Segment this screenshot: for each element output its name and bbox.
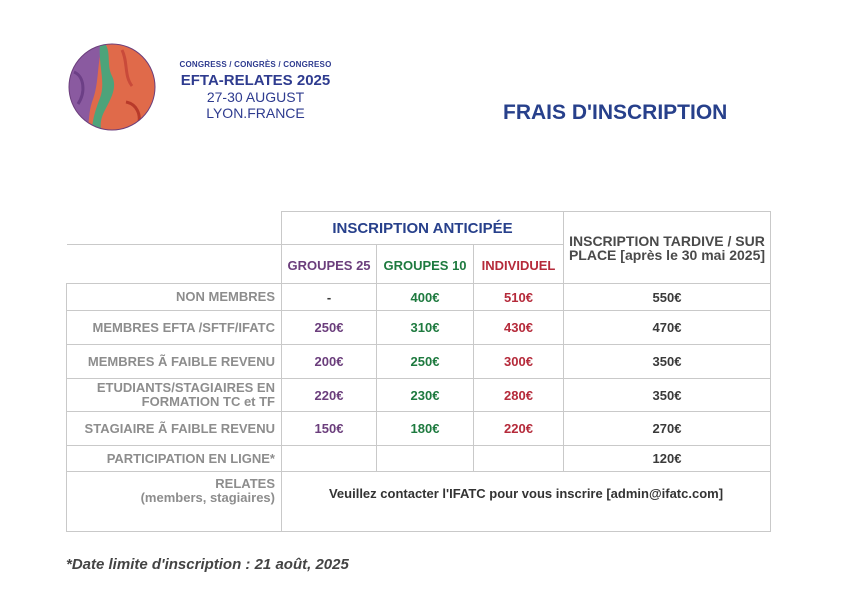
price-individuel: 280€ <box>473 378 564 412</box>
price-late: 270€ <box>563 411 771 446</box>
event-city: LYON.FRANCE <box>206 105 305 121</box>
price-individuel: 510€ <box>473 283 564 311</box>
row-label: MEMBRES EFTA /SFTF/IFATC <box>66 310 282 345</box>
price-groupes-10: 230€ <box>376 378 474 412</box>
row-label: STAGIAIRE Ã FAIBLE REVENU <box>66 411 282 446</box>
table-row: MEMBRES EFTA /SFTF/IFATC 250€ 310€ 430€ … <box>66 310 771 345</box>
price-groupes-25: 250€ <box>281 310 377 345</box>
table-corner-lower <box>66 244 282 284</box>
price-individuel <box>473 445 564 472</box>
relates-label: RELATES <box>215 476 275 491</box>
table-row: PARTICIPATION EN LIGNE* 120€ <box>66 445 771 472</box>
col-individuel: INDIVIDUEL <box>473 244 564 284</box>
row-label: NON MEMBRES <box>66 283 282 311</box>
relates-contact-text: Veuillez contacter l'IFATC pour vous ins… <box>281 471 771 532</box>
price-late: 470€ <box>563 310 771 345</box>
congress-languages: CONGRESS / CONGRÈS / CONGRESO <box>179 60 332 69</box>
price-groupes-10: 180€ <box>376 411 474 446</box>
price-groupes-25: - <box>281 283 377 311</box>
row-label: PARTICIPATION EN LIGNE* <box>66 445 282 472</box>
fees-table: INSCRIPTION ANTICIPÉE INSCRIPTION TARDIV… <box>66 211 771 532</box>
price-late: 350€ <box>563 344 771 379</box>
table-row: ETUDIANTS/STAGIAIRES EN FORMATION TC et … <box>66 378 771 412</box>
footnote-deadline: *Date limite d'inscription : 21 août, 20… <box>66 556 349 573</box>
price-groupes-10: 310€ <box>376 310 474 345</box>
price-groupes-10: 400€ <box>376 283 474 311</box>
late-registration-header: INSCRIPTION TARDIVE / SUR PLACE [après l… <box>563 211 771 284</box>
relates-sublabel: (members, stagiaires) <box>140 490 275 505</box>
row-label: ETUDIANTS/STAGIAIRES EN FORMATION TC et … <box>66 378 282 412</box>
price-groupes-25 <box>281 445 377 472</box>
table-row: STAGIAIRE Ã FAIBLE REVENU 150€ 180€ 220€… <box>66 411 771 446</box>
price-individuel: 220€ <box>473 411 564 446</box>
event-name: EFTA-RELATES 2025 <box>180 72 331 89</box>
page-title: FRAIS D'INSCRIPTION <box>503 101 728 124</box>
price-individuel: 430€ <box>473 310 564 345</box>
table-row: NON MEMBRES - 400€ 510€ 550€ <box>66 283 771 311</box>
row-label-relates: RELATES (members, stagiaires) <box>66 471 282 532</box>
price-late: 550€ <box>563 283 771 311</box>
price-late: 350€ <box>563 378 771 412</box>
price-groupes-25: 220€ <box>281 378 377 412</box>
table-corner <box>66 211 282 245</box>
congress-logo <box>68 43 156 131</box>
price-groupes-25: 200€ <box>281 344 377 379</box>
price-groupes-25: 150€ <box>281 411 377 446</box>
col-groupes-10: GROUPES 10 <box>376 244 474 284</box>
early-registration-header: INSCRIPTION ANTICIPÉE <box>281 211 564 245</box>
price-groupes-10 <box>376 445 474 472</box>
congress-info: CONGRESS / CONGRÈS / CONGRESO EFTA-RELAT… <box>168 60 343 121</box>
price-late: 120€ <box>563 445 771 472</box>
table-row: MEMBRES Ã FAIBLE REVENU 200€ 250€ 300€ 3… <box>66 344 771 379</box>
price-groupes-10: 250€ <box>376 344 474 379</box>
row-label: MEMBRES Ã FAIBLE REVENU <box>66 344 282 379</box>
price-individuel: 300€ <box>473 344 564 379</box>
table-row-relates: RELATES (members, stagiaires) Veuillez c… <box>66 471 771 532</box>
col-groupes-25: GROUPES 25 <box>281 244 377 284</box>
event-dates: 27-30 AUGUST <box>206 89 305 105</box>
